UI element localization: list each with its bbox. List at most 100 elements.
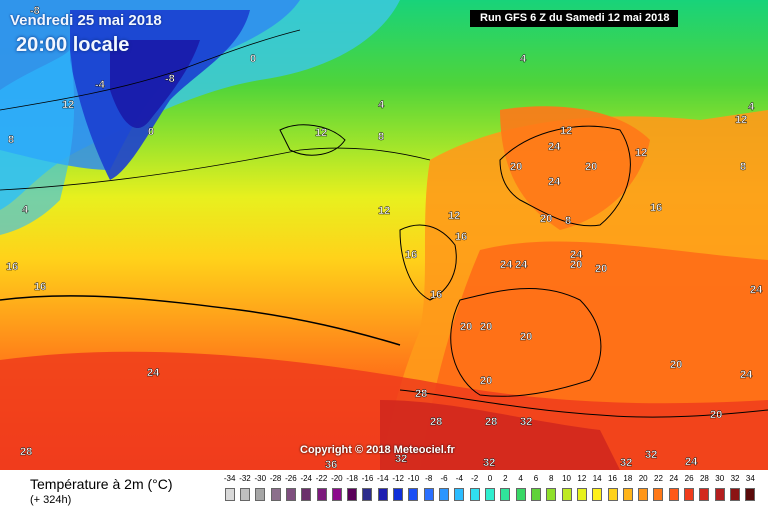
scale-swatch (561, 488, 572, 501)
scale-tick-label: 2 (503, 474, 508, 483)
temp-label: 8 (740, 161, 746, 173)
temperature-map: -8 -4 -8 0 0 4 4 4 4 8 8 8 8 12 12 12 12 12 12 12 16 16 16 16 16… (0, 0, 768, 470)
scale-tick-label: 20 (638, 474, 648, 483)
model-run-label: Run GFS 6 Z du Samedi 12 mai 2018 (470, 10, 678, 27)
scale-swatch (515, 488, 526, 501)
temp-label: 28 (20, 446, 32, 458)
temp-label: 32 (645, 449, 657, 461)
scale-swatch (454, 488, 465, 501)
scale-swatch (530, 488, 541, 501)
scale-swatch (485, 488, 495, 501)
temp-label: 28 (415, 388, 427, 400)
scale-tick-label: -26 (285, 474, 297, 483)
temp-label: 32 (620, 457, 632, 469)
scale-tick-label: -22 (315, 474, 328, 483)
temp-label: 20 (480, 375, 492, 387)
scale-tick-label: 26 (684, 474, 694, 483)
temp-label: 12 (378, 205, 390, 217)
map-canvas: -8 -4 -8 0 0 4 4 4 4 8 8 8 8 12 12 12 12 12 12 12 16 16 16 16 16… (0, 0, 768, 470)
temp-label: 20 (460, 321, 472, 333)
scale-tick-label: -10 (407, 474, 420, 483)
scale-tick-label: 28 (699, 474, 709, 483)
scale-tick-label: -8 (425, 474, 433, 483)
scale-tick-label: -16 (361, 474, 374, 483)
temp-label: 4 (378, 99, 385, 111)
scale-swatch (393, 488, 404, 501)
temp-label: 20 (570, 259, 582, 271)
scandinavia-coast (499, 125, 631, 227)
temp-label: 0 (250, 53, 256, 65)
scale-swatch (285, 488, 296, 501)
temp-label: 20 (670, 359, 682, 371)
sahara-hot-zone (380, 400, 620, 470)
temp-label: 24 (548, 141, 561, 153)
scale-tick-label: -14 (377, 474, 389, 483)
temp-label: 16 (455, 231, 467, 243)
temp-label: 16 (430, 289, 442, 301)
scale-tick-label: 16 (608, 474, 617, 483)
scale-swatch (239, 488, 250, 501)
temp-label: 36 (325, 459, 337, 470)
temp-label: 16 (405, 249, 417, 261)
temp-label: 16 (6, 261, 18, 273)
temp-label: 24 (750, 284, 763, 296)
temp-label: 28 (430, 416, 442, 428)
temp-label: -8 (30, 5, 40, 17)
scale-swatch (500, 488, 511, 501)
scale-swatch (730, 488, 741, 501)
scale-tick-label: -18 (346, 474, 358, 483)
scale-swatch (622, 488, 633, 501)
temp-label: 4 (748, 101, 755, 113)
scale-tick-label: 14 (592, 474, 602, 483)
temp-label: 24 (500, 259, 513, 271)
scale-tick-label: -2 (471, 474, 479, 483)
legend-footer: Température à 2m (°C) (+ 324h) -34 -32 -30… (0, 470, 768, 512)
temp-label: 12 (735, 114, 747, 126)
scale-swatch (301, 488, 312, 501)
iberia-coast (450, 287, 602, 397)
scandinavia-warm-zone (500, 106, 650, 230)
temp-label: 8 (378, 131, 384, 143)
scale-swatch (592, 488, 603, 501)
isotherm-20 (0, 295, 401, 346)
temp-label: 16 (650, 202, 662, 214)
scale-swatch (546, 488, 557, 501)
scale-tick-label: 0 (487, 474, 493, 483)
scale-tick-label: 12 (577, 474, 587, 483)
temp-label: 24 (740, 369, 753, 381)
scale-swatch (255, 488, 266, 501)
scale-swatch (745, 488, 756, 501)
temp-label: 8 (8, 134, 14, 146)
color-scale: -34 -32 -30 -28 -26 -24 -22 -20 -18 -16 -14 -12 -10-… (222, 474, 758, 508)
scale-tick-label: 6 (533, 474, 539, 483)
forecast-time: 20:00 locale (16, 34, 130, 56)
scale-tick-label: 32 (730, 474, 740, 483)
scale-swatch (607, 488, 618, 501)
scale-tick-label: -24 (300, 474, 312, 483)
legend-title: Température à 2m (°C) (30, 476, 173, 492)
scale-swatch (668, 488, 679, 501)
scale-swatch (270, 488, 281, 501)
north-africa-coast (399, 389, 768, 418)
scale-tick-label: -28 (269, 474, 282, 483)
scale-tick-label: -12 (392, 474, 404, 483)
temp-label: 0 (148, 126, 154, 138)
scale-tick-label: 22 (654, 474, 663, 483)
isotherm-8 (0, 147, 431, 191)
scale-swatch (653, 488, 664, 501)
scale-swatch (576, 488, 587, 501)
temp-label: 16 (34, 281, 46, 293)
scale-swatch (469, 488, 480, 501)
scale-tick-label: 8 (549, 474, 554, 483)
temp-label: 4 (22, 204, 29, 216)
temp-label: 32 (395, 453, 407, 465)
temp-label: 32 (483, 457, 495, 469)
scale-swatch (699, 488, 710, 501)
scale-swatch (638, 488, 649, 501)
scale-swatch (362, 488, 373, 501)
temp-label: 20 (585, 161, 597, 173)
scale-tick-label: -4 (455, 474, 463, 483)
scale-swatch (423, 488, 434, 501)
copyright-notice: Copyright © 2018 Meteociel.fr (300, 444, 455, 456)
scale-swatch (347, 488, 358, 501)
